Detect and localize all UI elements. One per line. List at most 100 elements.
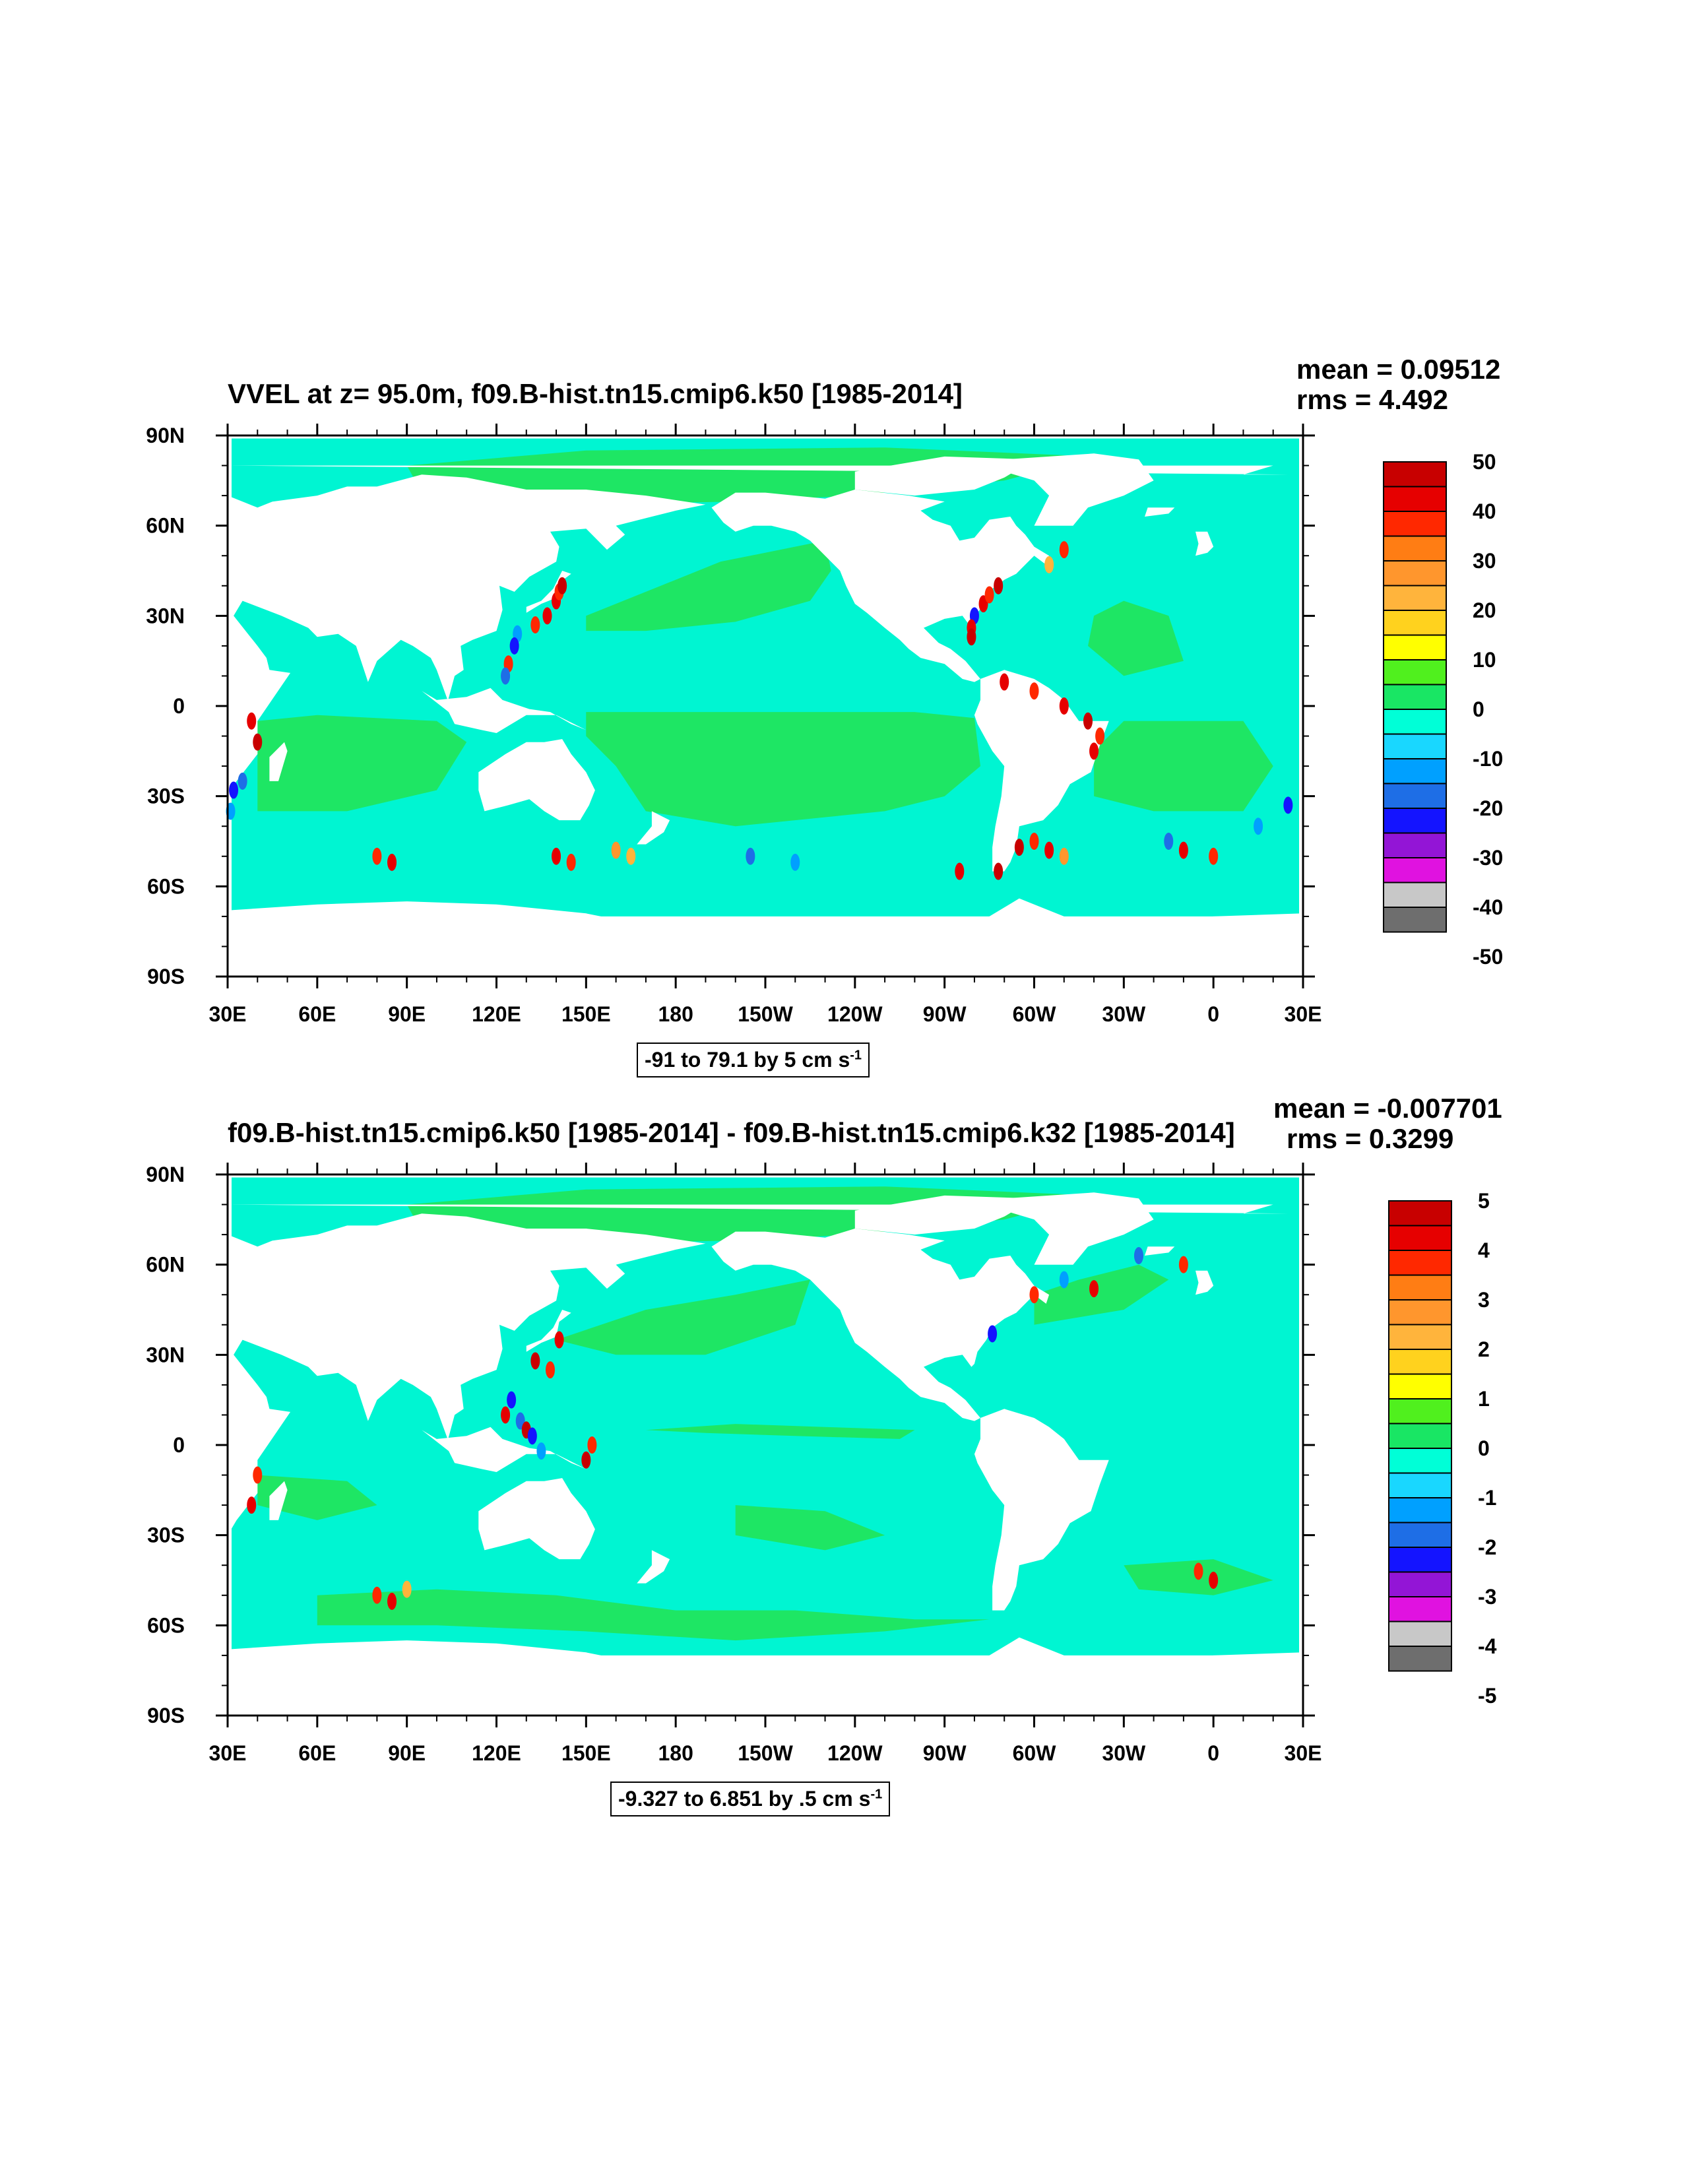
boundary-current-streak: [1089, 1280, 1099, 1298]
japan-land: [526, 1310, 571, 1352]
mean-stat: mean = 0.09512: [1296, 354, 1501, 385]
colorbar-swatch: [1388, 1200, 1452, 1227]
boundary-current-streak: [1044, 841, 1054, 859]
colorbar-label: -30: [1473, 846, 1503, 870]
map-figure: 30E 60E 90E 120E 150E 180 150W 120W 90W 60W 30W 0 30…: [146, 424, 1503, 1026]
colorbar-label: 1: [1478, 1387, 1490, 1411]
colorbar-swatch: [1383, 461, 1447, 488]
contour-range-text: -9.327 to 6.851 by .5 cm s: [618, 1787, 871, 1811]
south-america-land: [974, 670, 1109, 872]
colorbar: 50 40 30 20 10 0 -10 -20 -30 -40 -50: [1383, 450, 1503, 969]
colorbar-swatch: [1383, 733, 1447, 759]
mean-stat: mean = -0.007701: [1273, 1093, 1502, 1124]
boundary-current-streak: [1209, 1572, 1219, 1589]
colorbar-swatch: [1388, 1522, 1452, 1548]
colorbar-label: -20: [1473, 796, 1503, 820]
lat-tick-label: 0: [173, 1433, 185, 1457]
colorbar-label: 5: [1478, 1189, 1490, 1213]
map-figure: 30E 60E 90E 120E 150E 180 150W 120W 90W 60W 30W 0 30…: [146, 1163, 1497, 1765]
colorbar-swatch: [1383, 783, 1447, 809]
boundary-current-streak: [387, 1592, 397, 1610]
boundary-current-streak: [1059, 847, 1069, 865]
boundary-current-streak: [253, 1466, 263, 1484]
boundary-current-streak: [558, 577, 567, 594]
svalbard-land: [228, 1204, 1289, 1214]
map-plot-area: [226, 434, 1304, 978]
colorbar-swatch: [1388, 1299, 1452, 1326]
boundary-current-streak: [501, 1406, 511, 1424]
boundary-current-streak: [1029, 833, 1039, 850]
colorbar-swatch: [1383, 709, 1447, 735]
colorbar-label: 3: [1478, 1288, 1490, 1312]
indonesia-land: [422, 1427, 587, 1472]
lon-tick-label: 90W: [923, 1002, 967, 1026]
boundary-current-streak: [507, 1391, 517, 1409]
contour-range-box: -9.327 to 6.851 by .5 cm s-1: [610, 1782, 891, 1816]
colorbar-label: 50: [1473, 450, 1496, 474]
positive-anomaly-region: [1088, 600, 1184, 676]
boundary-current-streak: [387, 853, 397, 871]
positive-anomaly-region: [586, 712, 980, 827]
colorbar-swatch: [1383, 486, 1447, 512]
lat-tick-label: 60S: [147, 1613, 185, 1637]
lon-tick-label: 150W: [738, 1741, 793, 1765]
panel-title: f09.B-hist.tn15.cmip6.k50 [1985-2014] - …: [228, 1117, 1235, 1148]
colorbar-swatch: [1388, 1274, 1452, 1301]
colorbar: 5 4 3 2 1 0 -1 -2 -3 -4 -5: [1388, 1189, 1497, 1708]
contour-range-text: -91 to 79.1 by 5 cm s: [645, 1048, 850, 1072]
boundary-current-streak: [994, 862, 1004, 880]
colorbar-swatch: [1388, 1448, 1452, 1474]
boundary-current-streak: [746, 847, 755, 865]
boundary-current-streak: [1178, 841, 1188, 859]
boundary-current-streak: [1059, 697, 1069, 715]
lon-tick-label: 30E: [209, 1002, 247, 1026]
lat-tick-label: 30S: [147, 1524, 185, 1547]
iceland-land: [1145, 1246, 1175, 1256]
boundary-current-streak: [536, 1442, 546, 1460]
colorbar-swatch: [1383, 832, 1447, 858]
lon-tick-label: 60W: [1013, 1741, 1057, 1765]
boundary-current-streak: [501, 667, 511, 685]
colorbar-label: 30: [1473, 549, 1496, 573]
colorbar-swatch: [1388, 1547, 1452, 1573]
lon-tick-label: 150E: [561, 1741, 611, 1765]
lon-tick-label: 120W: [827, 1002, 883, 1026]
colorbar-swatch: [1383, 610, 1447, 636]
boundary-current-streak: [566, 853, 576, 871]
africa-eurasia-land: [228, 474, 706, 796]
south-america-land: [974, 1409, 1109, 1611]
lat-tick-label: 30S: [147, 785, 185, 808]
lon-tick-label: 180: [658, 1002, 693, 1026]
positive-anomaly-region: [1034, 1264, 1169, 1325]
axes: 30E 60E 90E 120E 150E 180 150W 120W 90W 60W 30W 0 30…: [146, 1163, 1322, 1765]
boundary-current-streak: [626, 847, 636, 865]
lat-tick-label: 30N: [146, 1343, 185, 1366]
axes: 30E 60E 90E 120E 150E 180 150W 120W 90W 60W 30W 0 30…: [146, 424, 1322, 1026]
lon-tick-label: 90E: [388, 1741, 426, 1765]
boundary-current-streak: [1194, 1562, 1203, 1580]
newzealand-land: [637, 811, 670, 845]
colorbar-swatch: [1383, 585, 1447, 611]
colorbar-label: -10: [1473, 747, 1503, 771]
colorbar-swatch: [1383, 808, 1447, 834]
boundary-current-streak: [790, 853, 800, 871]
lon-tick-label: 0: [1207, 1002, 1219, 1026]
positive-anomaly-region: [1094, 721, 1273, 812]
colorbar-label: -5: [1478, 1684, 1496, 1708]
lon-tick-label: 30E: [209, 1741, 247, 1765]
colorbar-swatch: [1388, 1225, 1452, 1251]
boundary-current-streak: [1029, 1286, 1039, 1304]
boundary-current-streak: [1044, 556, 1054, 573]
colorbar-swatch: [1383, 634, 1447, 660]
boundary-current-streak: [253, 733, 263, 751]
boundary-current-streak: [1059, 1271, 1069, 1289]
colorbar-swatch: [1383, 659, 1447, 686]
boundary-current-streak: [1209, 847, 1219, 865]
boundary-current-streak: [587, 1436, 597, 1454]
colorbar-swatch: [1388, 1250, 1452, 1276]
boundary-current-streak: [611, 841, 621, 859]
boundary-current-streak: [509, 637, 519, 655]
boundary-current-streak: [984, 586, 994, 604]
positive-anomaly-region: [556, 1279, 810, 1355]
boundary-current-streak: [967, 628, 976, 646]
